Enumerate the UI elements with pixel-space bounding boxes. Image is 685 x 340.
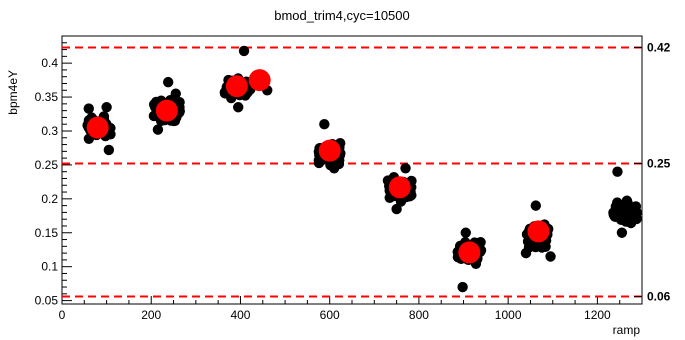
data-point	[620, 212, 632, 223]
mean-point	[318, 139, 341, 162]
x-tick-label: 1000	[495, 308, 522, 322]
chart-title: bmod_trim4,cyc=10500	[274, 8, 410, 23]
y-tick-label: 0.15	[35, 226, 59, 240]
plot-area: 0 200 400 600 800 1000 1200 0.05 0.1 0.15 0.2 0.25 0…	[35, 35, 671, 322]
y-tick-label: 0.05	[35, 294, 59, 308]
data-point	[460, 227, 471, 238]
mean-point	[225, 75, 248, 98]
data-point	[328, 163, 340, 174]
y-tick-label: 0.1	[41, 260, 58, 274]
mean-point	[388, 176, 411, 199]
point-cluster	[608, 166, 643, 238]
y-tick-label: 0.3	[41, 124, 58, 138]
data-point	[616, 227, 628, 238]
data-point	[152, 124, 164, 135]
data-point	[162, 76, 174, 88]
x-tick-label: 600	[320, 308, 340, 322]
data-point	[400, 163, 411, 174]
data-point	[101, 102, 112, 113]
mean-point	[458, 241, 481, 264]
x-tick-label: 400	[230, 308, 250, 322]
data-point	[530, 200, 542, 211]
x-tick-label: 800	[409, 308, 429, 322]
data-point	[611, 203, 622, 214]
mean-point	[86, 116, 109, 139]
reference-line-label: 0.06	[647, 290, 671, 304]
data-point	[233, 102, 244, 113]
y-tick-label: 0.25	[35, 158, 59, 172]
data-point	[545, 251, 556, 262]
y-axis-label: bpm4eY	[6, 70, 20, 115]
mean-point	[155, 99, 178, 122]
reference-line-label: 0.42	[647, 41, 671, 55]
plot-frame	[61, 35, 643, 305]
data-point	[238, 45, 250, 57]
data-point	[457, 281, 468, 293]
data-point	[612, 166, 623, 177]
data-point	[520, 247, 532, 259]
y-tick-label: 0.2	[41, 192, 58, 206]
data-point	[391, 203, 402, 215]
y-tick-label: 0.35	[35, 90, 59, 104]
x-tick-label: 1200	[584, 308, 611, 322]
data-point	[319, 119, 330, 130]
x-axis-label: ramp	[613, 323, 641, 337]
data-point	[103, 144, 115, 156]
data-point	[83, 103, 94, 114]
mean-point	[527, 220, 550, 243]
y-tick-label: 0.4	[41, 56, 58, 70]
data-point	[170, 88, 181, 99]
reference-line-label: 0.25	[647, 157, 671, 171]
mean-point	[248, 69, 271, 92]
x-tick-label: 0	[59, 308, 66, 322]
x-tick-label: 200	[141, 308, 161, 322]
data-point	[621, 195, 633, 206]
